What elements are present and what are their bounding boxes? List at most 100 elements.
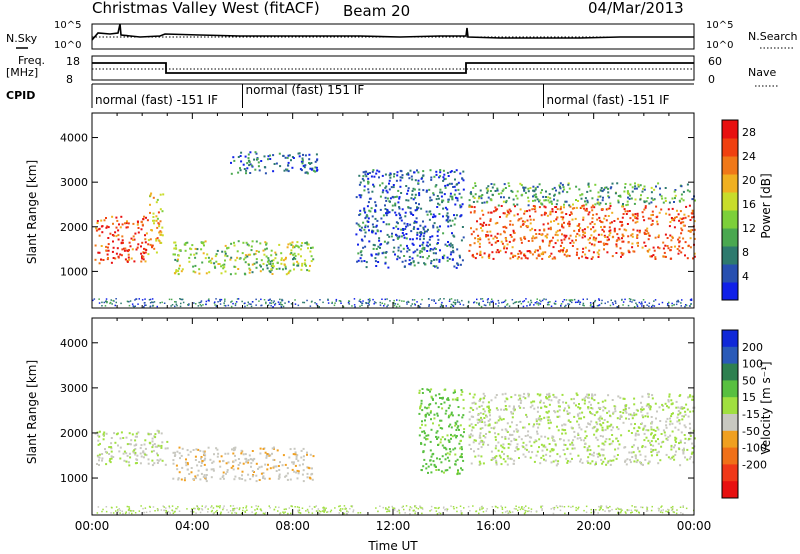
data-cell xyxy=(414,209,417,212)
data-cell xyxy=(389,172,392,175)
data-cell xyxy=(174,510,176,513)
data-cell xyxy=(147,239,150,242)
data-cell xyxy=(390,235,393,238)
data-cell xyxy=(327,299,329,301)
data-cell xyxy=(459,440,462,442)
data-cell xyxy=(643,232,646,235)
data-cell xyxy=(582,302,585,305)
data-cell xyxy=(176,450,179,453)
data-cell xyxy=(468,411,471,413)
data-cell xyxy=(379,208,382,211)
data-cell xyxy=(155,201,158,204)
data-cell xyxy=(421,508,424,510)
data-cell xyxy=(558,250,561,253)
velocity-ylabel: Slant Range [km] xyxy=(25,360,39,464)
data-cell xyxy=(147,462,150,465)
data-cell xyxy=(446,456,449,459)
data-cell xyxy=(269,158,272,160)
data-cell xyxy=(97,455,100,458)
data-cell xyxy=(98,298,100,300)
data-cell xyxy=(624,186,626,189)
data-cell xyxy=(119,457,122,460)
data-cell xyxy=(372,183,375,186)
data-cell xyxy=(416,248,419,251)
data-cell xyxy=(567,183,570,186)
data-cell xyxy=(306,472,309,475)
data-cell xyxy=(657,462,660,465)
data-cell xyxy=(453,389,456,392)
data-cell xyxy=(621,237,623,240)
data-cell xyxy=(226,255,229,258)
data-cell xyxy=(348,300,350,302)
data-cell xyxy=(244,254,247,257)
data-cell xyxy=(152,444,154,447)
data-cell xyxy=(531,237,534,240)
data-cell xyxy=(284,267,287,270)
data-cell xyxy=(157,509,159,512)
data-cell xyxy=(684,426,687,429)
data-cell xyxy=(505,215,508,218)
data-cell xyxy=(145,454,148,457)
data-cell xyxy=(230,466,233,469)
data-cell xyxy=(397,249,400,252)
data-cell xyxy=(538,206,541,209)
data-cell xyxy=(521,506,523,508)
data-cell xyxy=(128,241,131,244)
data-cell xyxy=(347,511,349,513)
data-cell xyxy=(651,420,654,423)
data-cell xyxy=(680,197,683,200)
data-cell xyxy=(319,299,321,301)
data-cell xyxy=(367,177,370,180)
data-cell xyxy=(488,257,491,259)
data-cell xyxy=(490,198,493,201)
data-cell xyxy=(678,448,681,451)
data-cell xyxy=(680,232,683,235)
data-cell xyxy=(142,255,145,258)
data-cell xyxy=(553,506,556,509)
data-cell xyxy=(216,304,218,307)
data-cell xyxy=(200,305,203,307)
data-cell xyxy=(587,213,590,216)
data-cell xyxy=(203,450,206,453)
data-cell xyxy=(425,244,428,247)
data-cell xyxy=(544,446,547,449)
data-cell xyxy=(419,224,422,227)
data-cell xyxy=(674,197,676,200)
data-cell xyxy=(678,241,681,244)
data-cell xyxy=(448,466,451,469)
data-cell xyxy=(611,302,614,304)
data-cell xyxy=(529,222,532,225)
data-cell xyxy=(446,510,448,512)
data-cell xyxy=(634,182,636,185)
data-cell xyxy=(653,198,656,201)
data-cell xyxy=(454,460,457,463)
data-cell xyxy=(134,232,137,235)
data-cell xyxy=(284,463,287,466)
data-cell xyxy=(117,444,119,447)
data-cell xyxy=(161,226,164,229)
data-cell xyxy=(645,510,648,512)
data-cell xyxy=(644,205,647,208)
data-cell xyxy=(98,234,101,237)
data-cell xyxy=(534,199,537,202)
data-cell xyxy=(691,395,694,398)
data-cell xyxy=(222,474,225,477)
data-cell xyxy=(123,247,126,250)
data-cell xyxy=(634,432,637,435)
data-cell xyxy=(506,213,509,216)
data-cell xyxy=(433,258,435,261)
data-cell xyxy=(581,229,584,232)
data-cell xyxy=(537,417,540,420)
data-cell xyxy=(641,211,644,214)
colorbar-tick-label-7: -200 xyxy=(742,458,767,471)
data-cell xyxy=(532,185,535,188)
data-cell xyxy=(282,511,284,513)
data-cell xyxy=(405,237,408,240)
data-cell xyxy=(572,203,574,206)
data-cell xyxy=(477,454,480,457)
data-cell xyxy=(520,184,523,187)
data-cell xyxy=(389,300,391,302)
data-cell xyxy=(523,253,526,256)
data-cell xyxy=(671,236,674,239)
data-cell xyxy=(134,512,137,514)
